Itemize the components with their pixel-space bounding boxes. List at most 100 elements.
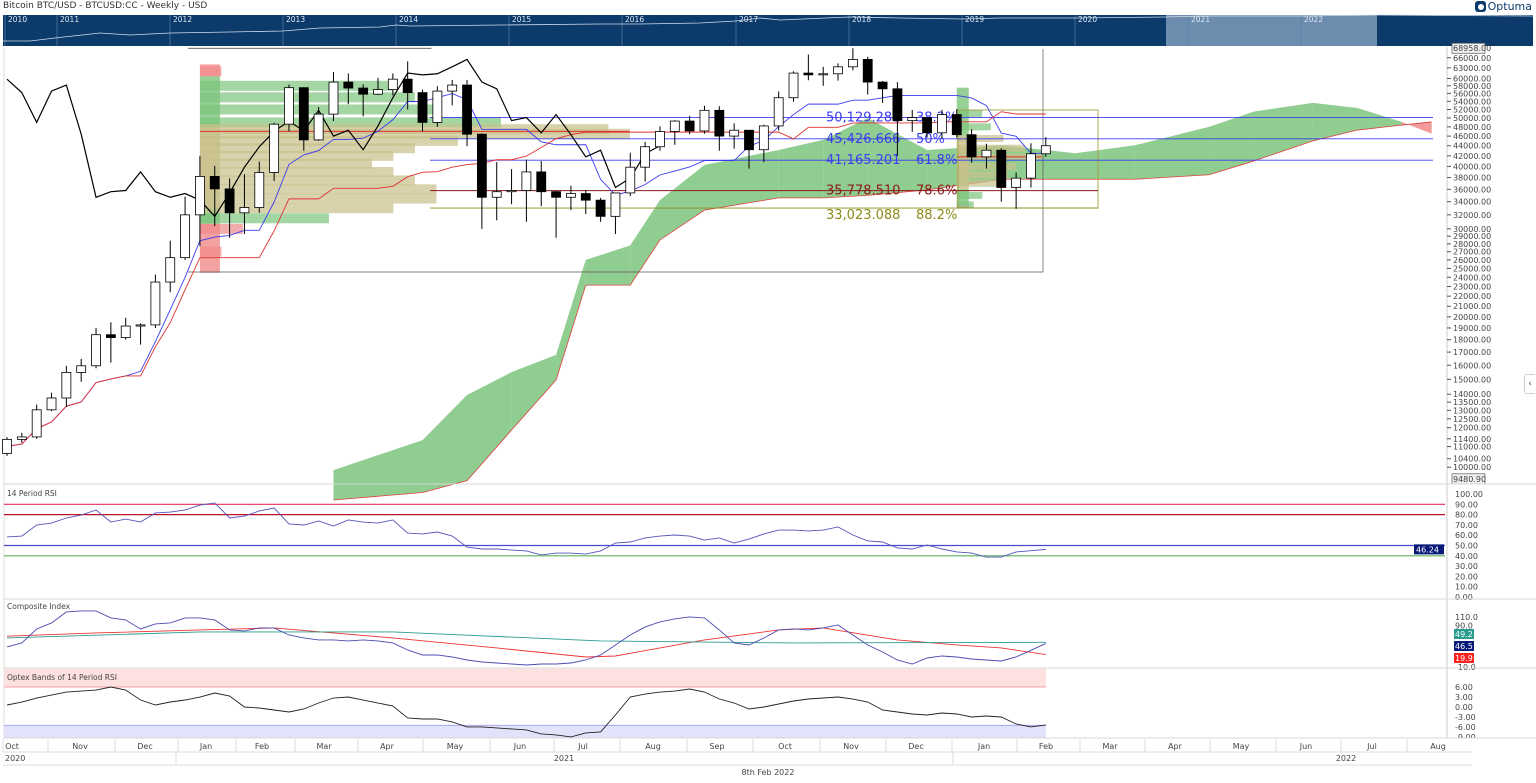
candle-body (521, 171, 532, 191)
collapse-panel-button[interactable]: ‹ (1524, 374, 1535, 394)
candle-body (862, 59, 873, 83)
candle (2, 437, 12, 456)
candle (298, 87, 309, 151)
candle (1026, 143, 1036, 188)
optex-tick-label: 0.00 (1455, 703, 1473, 712)
composite-title: Composite Index (7, 602, 71, 611)
candle-body (432, 90, 443, 123)
composite-index-panel[interactable]: Composite Index 110.090.0-10.049.246.519… (6, 602, 1478, 672)
candle (46, 392, 57, 412)
rsi-tick-label: 0.00 (1455, 593, 1473, 602)
price-tick-label: 48000.00 (1453, 123, 1491, 132)
month-label: Jan (199, 742, 212, 751)
year-label: 2020 (5, 754, 25, 763)
candle-body (907, 117, 918, 122)
rsi-title: 14 Period RSI (7, 489, 57, 498)
candle (610, 192, 621, 234)
kijun-sen-line (6, 111, 1046, 447)
ichimoku-cloud-segment (1209, 111, 1254, 175)
price-extreme-label: 9480.90 (1453, 475, 1486, 484)
candle-body (729, 129, 740, 137)
candle-body (358, 87, 369, 95)
month-label: Apr (1168, 742, 1183, 751)
candle (758, 124, 769, 163)
ichimoku-cloud-segment (333, 440, 423, 500)
navigator-year-label: 2012 (173, 15, 192, 24)
tenkan-sen-line (6, 93, 1046, 447)
price-tick-label: 13500.00 (1453, 398, 1491, 407)
fib-price-label: 50,129.281 (826, 110, 900, 125)
price-tick-label: 10400.00 (1453, 455, 1491, 464)
candle (833, 63, 843, 81)
candle (536, 161, 547, 207)
price-tick-label: 56000.00 (1453, 89, 1491, 98)
price-tick-label: 30000.00 (1453, 225, 1491, 234)
ichimoku-cloud-segment (1357, 108, 1402, 131)
price-tick-label: 63000.00 (1453, 64, 1491, 73)
composite-average-line (6, 627, 1046, 658)
navigator-year-label: 2015 (512, 15, 531, 24)
volume-profile (199, 64, 630, 273)
candle (580, 189, 591, 215)
price-tick-label: 28000.00 (1453, 240, 1491, 249)
rsi-value-badge (1414, 544, 1444, 555)
price-axis[interactable]: 66000.0063000.0060000.0058000.0056000.00… (4, 42, 1536, 739)
price-tick-label: 44000.00 (1453, 142, 1491, 151)
month-label: May (447, 742, 464, 751)
price-tick-label: 11000.00 (1453, 443, 1491, 452)
candle (180, 196, 190, 260)
optex-tick-label: -6.00 (1455, 723, 1476, 732)
candle (877, 80, 888, 103)
volume-profile-bar (956, 179, 1000, 187)
volume-profile-bar (956, 191, 983, 199)
candle (551, 191, 561, 238)
candle-body (284, 87, 294, 125)
candle (1011, 172, 1022, 209)
composite-tick-label: 110.0 (1455, 613, 1478, 622)
optex-panel[interactable]: Optex Bands of 14 Period RSI 6.003.000.00… (4, 668, 1476, 742)
price-tick-label: 46000.00 (1453, 132, 1491, 141)
time-axis[interactable]: Oct Nov Dec Jan Feb Mar Apr May Jun Jul Aug Sep Oct N… (2, 738, 1533, 777)
candle-body (566, 193, 576, 198)
candle-body (684, 120, 695, 132)
price-tick-label: 21000.00 (1453, 302, 1491, 311)
candle (773, 91, 784, 131)
candle-body (1026, 153, 1036, 179)
candle-body (833, 66, 843, 75)
candle (135, 323, 146, 345)
candle (506, 169, 517, 205)
candle (254, 161, 265, 213)
volume-profile-bar (956, 144, 1025, 152)
price-panel[interactable]: 50,129.281 38.2%45,426.666 50%41,165.201 61… (2, 47, 1434, 738)
navigator-strip[interactable]: 2010 2011 2012 2013 2014 2015 2016 2017 2018 2019… (3, 14, 1534, 46)
month-label: May (1233, 742, 1250, 751)
optex-upper-band (4, 668, 1046, 688)
candle-body (877, 81, 888, 90)
navigator-year-label: 2010 (8, 15, 27, 24)
rsi-line (6, 502, 1046, 558)
candle-body (76, 365, 87, 373)
price-tick-label: 12500.00 (1453, 415, 1491, 424)
candle (239, 174, 250, 234)
optuma-logo-icon (1474, 1, 1486, 12)
candle-body (803, 72, 814, 76)
chart-title: Bitcoin BTC/USD - BTCUSD:CC - Weekly - U… (3, 1, 208, 11)
cloud-span-b-line (333, 121, 1432, 501)
month-label: Dec (137, 742, 152, 751)
candle (803, 54, 814, 81)
candle-body (447, 84, 458, 92)
candle-body (788, 72, 799, 99)
candle-body (402, 78, 413, 94)
optex-tick-label: -9.00 (1455, 733, 1476, 742)
composite-index-line (6, 610, 1046, 666)
navigator-year-label: 2014 (399, 15, 418, 24)
candle (922, 117, 932, 138)
candle-body (373, 89, 383, 95)
candle-body (417, 92, 428, 123)
fib-percent-label: 61.8% (916, 153, 957, 168)
candle (343, 73, 354, 105)
fib-percent-label: 78.6% (916, 184, 957, 199)
composite-value-label: 19.9 (1455, 654, 1473, 663)
